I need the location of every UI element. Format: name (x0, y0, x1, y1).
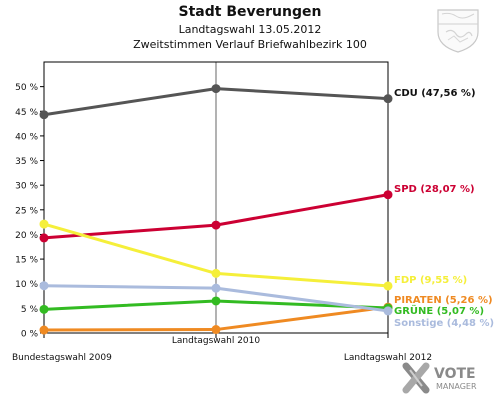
y-tick-label: 45 % (15, 108, 38, 118)
chart-title: Stadt Beverungen (178, 4, 322, 20)
y-tick-label: 40 % (15, 132, 38, 142)
y-tick-label: 10 % (15, 280, 38, 290)
data-point-sonstige (39, 281, 49, 291)
data-point-sonstige (211, 283, 221, 293)
logo-text-manager: MANAGER (436, 382, 477, 391)
data-point-cdu (211, 84, 221, 94)
chart-subtitle-election: Landtagswahl 13.05.2012 (178, 23, 322, 36)
data-point-spd (383, 190, 393, 200)
data-point-piraten (39, 325, 49, 335)
logo-text-vote: VOTE (434, 366, 476, 382)
data-point-fdp (383, 281, 393, 291)
x-tick-label: Bundestagswahl 2009 (12, 353, 112, 363)
series-end-label-fdp: FDP (9,55 %) (394, 275, 467, 286)
series-end-label-piraten: PIRATEN (5,26 %) (394, 295, 493, 306)
coat-of-arms-icon (437, 9, 479, 53)
y-tick-label: 25 % (15, 206, 38, 216)
chart-subtitle-district: Zweitstimmen Verlauf Briefwahlbezirk 100 (133, 38, 367, 51)
x-axis-ticks: Bundestagswahl 2009 Landtagswahl 2010 Land… (12, 62, 432, 363)
y-tick-label: 35 % (15, 157, 38, 167)
votemanager-logo: VOTE MANAGER (402, 362, 477, 394)
x-tick-label: Landtagswahl 2010 (172, 336, 261, 346)
data-point-cdu (383, 94, 393, 104)
logo-x-icon (402, 362, 430, 394)
series-end-label-sonstige: Sonstige (4,48 %) (394, 318, 494, 329)
series-lines (39, 84, 393, 335)
data-point-spd (211, 220, 221, 230)
series-labels: CDU (47,56 %) SPD (28,07 %) FDP (9,55 %) PI… (394, 88, 494, 329)
series-end-label-cdu: CDU (47,56 %) (394, 88, 476, 99)
data-point-spd (39, 233, 49, 243)
data-point-fdp (39, 219, 49, 229)
y-tick-label: 0 % (21, 330, 39, 340)
data-point-sonstige (383, 306, 393, 316)
y-tick-label: 30 % (15, 182, 38, 192)
data-point-cdu (39, 110, 49, 120)
y-tick-label: 15 % (15, 256, 38, 266)
data-point-piraten (211, 325, 221, 335)
series-end-label-grüne: GRÜNE (5,07 %) (394, 303, 484, 317)
series-end-label-spd: SPD (28,07 %) (394, 184, 475, 195)
y-tick-label: 5 % (21, 305, 39, 315)
data-point-grüne (39, 304, 49, 314)
y-axis-ticks: 0 % 5 % 10 % 15 % 20 % 25 % 30 % 35 % 40 % 45 % 50… (15, 83, 44, 340)
y-tick-label: 20 % (15, 231, 38, 241)
x-tick-label: Landtagswahl 2012 (344, 353, 432, 363)
y-tick-label: 50 % (15, 83, 38, 93)
data-point-grüne (211, 296, 221, 306)
data-point-fdp (211, 268, 221, 278)
